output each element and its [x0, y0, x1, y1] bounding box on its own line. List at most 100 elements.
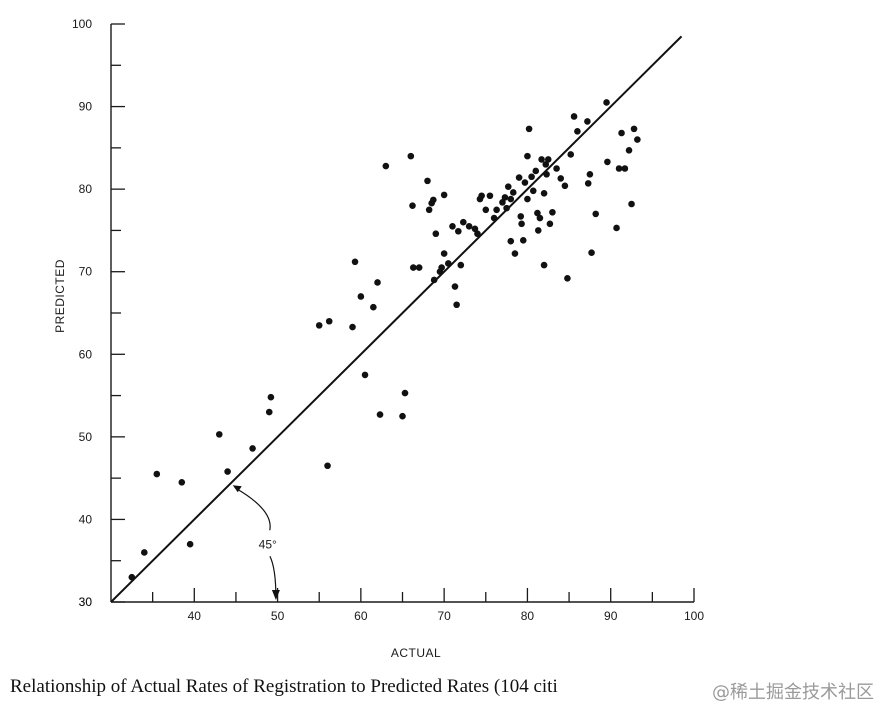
reference-line-45deg	[110, 35, 683, 603]
y-tick-label: 30	[79, 595, 93, 609]
data-point	[603, 99, 610, 106]
data-point	[215, 431, 223, 438]
data-point	[503, 204, 510, 212]
data-point	[424, 177, 431, 185]
data-point	[564, 275, 571, 282]
data-point	[486, 192, 494, 200]
data-point	[567, 151, 575, 158]
data-point	[410, 264, 417, 271]
data-point	[399, 412, 406, 420]
data-point	[455, 227, 462, 235]
data-point	[570, 113, 578, 120]
data-point	[540, 261, 548, 269]
data-point	[518, 220, 525, 228]
data-point	[440, 250, 448, 257]
data-point	[376, 411, 384, 418]
data-point	[249, 445, 256, 452]
annotation-label: 45°	[259, 537, 277, 551]
data-point	[511, 250, 519, 257]
data-point	[401, 389, 409, 397]
data-point	[432, 230, 440, 238]
data-point	[553, 165, 560, 172]
y-tick-label: 60	[79, 347, 93, 361]
data-point	[613, 224, 620, 232]
x-tick-label: 90	[604, 609, 618, 623]
data-point	[557, 175, 565, 182]
data-point	[325, 317, 333, 325]
data-point	[592, 210, 600, 218]
data-point	[507, 237, 515, 245]
data-point	[374, 279, 381, 286]
data-point	[588, 249, 595, 257]
reference-line-layer	[110, 35, 683, 603]
data-point	[542, 161, 550, 168]
watermark: @稀土掘金技术社区	[712, 678, 874, 704]
data-point	[409, 202, 416, 209]
y-axis-title: PREDICTED	[53, 259, 67, 333]
data-point	[361, 371, 369, 379]
data-point	[546, 220, 554, 228]
data-point	[407, 152, 415, 160]
data-point	[457, 261, 465, 269]
x-tick-label: 50	[271, 609, 285, 623]
data-point	[440, 191, 448, 199]
data-point	[586, 170, 594, 178]
annotation-arrowhead-upper	[232, 485, 242, 493]
data-point	[430, 196, 437, 204]
y-tick-label: 100	[72, 17, 92, 31]
data-point	[621, 165, 629, 172]
data-point	[471, 225, 479, 233]
x-tick-label: 70	[437, 609, 451, 623]
data-point	[509, 189, 517, 196]
data-point	[628, 200, 635, 208]
y-tick-label: 50	[79, 430, 93, 444]
data-point	[524, 152, 531, 160]
annotation-arc-upper	[235, 487, 271, 531]
data-point	[534, 209, 541, 217]
data-point	[630, 125, 638, 133]
data-point	[351, 258, 359, 266]
data-points	[128, 99, 641, 581]
data-point	[540, 189, 548, 197]
data-point	[501, 194, 509, 201]
data-point	[544, 156, 552, 163]
data-point	[532, 167, 540, 175]
data-point	[507, 195, 515, 203]
data-point	[561, 182, 569, 190]
data-point	[445, 260, 452, 267]
data-point	[604, 158, 611, 166]
data-point	[549, 208, 556, 216]
x-tick-label: 60	[354, 609, 368, 623]
data-point	[153, 470, 161, 478]
data-point	[517, 213, 525, 220]
data-point	[515, 174, 523, 181]
data-point	[524, 195, 531, 203]
data-point	[615, 165, 623, 172]
data-point	[493, 206, 500, 214]
data-point	[584, 180, 592, 187]
data-point	[482, 206, 490, 214]
data-point	[324, 462, 331, 470]
x-tick-label: 80	[521, 609, 535, 623]
data-point	[529, 187, 537, 195]
data-point	[128, 573, 136, 581]
chart-caption: Relationship of Actual Rates of Registra…	[10, 676, 558, 697]
data-point	[382, 162, 390, 170]
data-point	[430, 276, 438, 284]
data-point	[141, 549, 148, 556]
data-point	[574, 128, 581, 135]
data-point	[451, 283, 459, 290]
data-point	[521, 179, 529, 186]
data-point	[315, 322, 323, 329]
data-point	[538, 156, 545, 163]
data-point	[425, 206, 433, 214]
annotation-layer: 45°	[232, 485, 280, 600]
y-tick-label: 30	[79, 595, 93, 609]
data-point	[634, 136, 641, 143]
data-point	[519, 237, 527, 244]
data-point	[474, 230, 481, 238]
data-point	[415, 264, 423, 271]
data-point	[349, 323, 356, 331]
data-point	[267, 393, 275, 401]
